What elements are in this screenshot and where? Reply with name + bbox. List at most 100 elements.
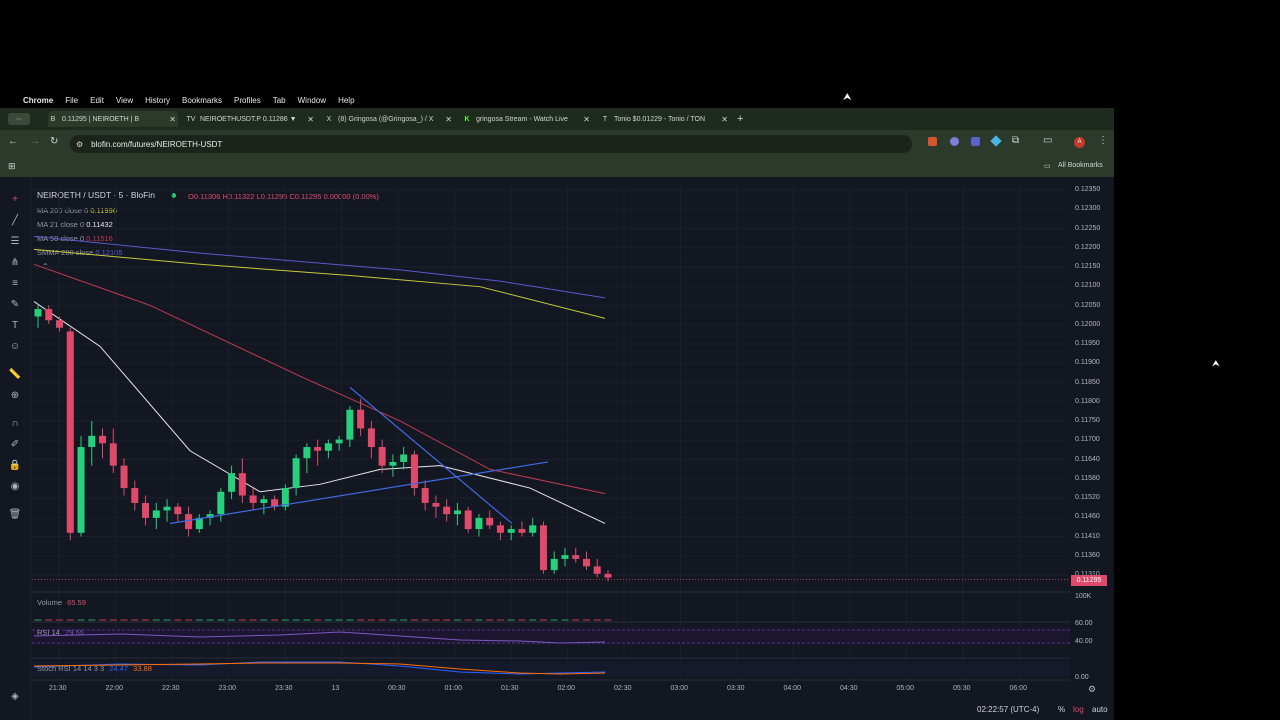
menu-file[interactable]: File [65,95,79,105]
menu-window[interactable]: Window [297,95,327,105]
indicator-ma21[interactable]: MA 21 close 0 0.11432 [37,220,113,229]
price-tick-label: 0.12200 [1075,243,1101,251]
volume-bar [120,619,128,621]
chrome-menu-icon[interactable]: ⋮ [1098,135,1108,146]
tab-group-icon[interactable]: ⋯ [8,113,30,125]
ohlc-high: H0.11322 [222,192,255,201]
volume-bar [572,619,580,621]
extension-icon[interactable] [971,137,980,146]
tab-x-gringosa[interactable]: X (8) Gringosa (@Gringosa_) / X ✕ [324,111,454,127]
drawing-toolbar: + ╱ ☰ ⋔ ≡ ✎ T ☺ 📏 ⊕ ∩ ✐ 🔒 ◉ 🗑 ◈ [0,177,31,720]
crosshair-icon[interactable]: + [12,194,18,205]
candle-body [66,331,74,533]
log-scale-toggle[interactable]: log [1073,705,1084,714]
candle-body [550,558,558,571]
reload-icon[interactable]: ↻ [50,136,59,147]
emoji-icon[interactable]: ☺ [9,341,21,352]
ohlc-close: C0.11295 0.00000 (0.00%) [289,192,379,201]
close-tab-icon[interactable]: ✕ [721,114,728,124]
tab-kick-stream[interactable]: K gringosa Stream - Watch Live ✕ [462,111,592,127]
menu-edit[interactable]: Edit [90,95,104,105]
side-panel-icon[interactable]: ▭ [1043,135,1053,146]
candle-body [346,409,354,440]
rsi-legend[interactable]: RSI 14 29.55 [37,628,84,637]
menu-profiles[interactable]: Profiles [234,95,261,105]
volume-bar [443,619,451,621]
candle-body [572,555,580,559]
volume-bar [109,619,117,621]
volume-bar [217,619,225,621]
trendline-icon[interactable]: ╱ [11,215,19,226]
zoom-icon[interactable]: ⊕ [10,390,20,401]
menu-app-name[interactable]: Chrome [23,95,54,105]
candle-body [432,502,440,507]
fib-icon[interactable]: ≡ [12,278,18,289]
blofin-favicon-icon: B [50,115,56,123]
eye-icon[interactable]: ◉ [10,481,20,492]
profile-avatar[interactable]: A [1074,137,1085,148]
volume-bar [453,619,461,621]
pitchfork-icon[interactable]: ⋔ [10,257,20,268]
volume-bar [432,619,440,621]
stoch-axis-0: 0.00 [1075,674,1089,681]
rsi-axis-40: 40.00 [1075,638,1093,645]
all-bookmarks-link[interactable]: All Bookmarks [1058,162,1103,169]
close-tab-icon[interactable]: ✕ [169,114,176,124]
text-icon[interactable]: T [11,320,19,331]
brush-icon[interactable]: ✎ [10,299,20,310]
layers-icon[interactable]: ◈ [11,691,19,702]
address-bar[interactable]: ⚙ blofin.com/futures/NEIROETH-USDT [70,135,912,153]
stoch-k-value: 24.47 [109,664,129,673]
percent-scale-toggle[interactable]: % [1058,705,1066,714]
candle-body [99,435,107,444]
candle-body [378,447,386,466]
candle-body [142,502,150,518]
close-tab-icon[interactable]: ✕ [583,114,590,124]
extension-icon[interactable] [950,137,959,146]
magnet-icon[interactable]: ∩ [11,418,19,429]
auto-scale-toggle[interactable]: auto [1092,705,1108,714]
indicator-ma50[interactable]: MA 50 close 0 0.11516 [37,234,113,243]
tab-tonio[interactable]: T Tonio $0.01229 - Tonio / TON ✕ [600,111,730,127]
tab-label: NEIROETHUSDT.P 0.11286 ▼ [200,115,297,123]
candle-body [507,529,515,533]
menu-view[interactable]: View [115,95,134,105]
volume-bar [561,619,569,621]
ma50-line [33,263,606,495]
lock-drawing-icon[interactable]: ✐ [10,439,20,450]
menu-bookmarks[interactable]: Bookmarks [182,95,223,105]
volume-legend[interactable]: Volume 65.59 [37,598,86,607]
extensions-puzzle-icon[interactable]: ⧉ [1012,135,1020,146]
candle-body [271,499,279,507]
menu-tab[interactable]: Tab [272,95,286,105]
stoch-rsi-legend[interactable]: Stoch RSI 14 14 3 3 24.47 33.88 [37,664,152,673]
indicator-ma200[interactable]: MA 200 close 0 0.11996 [37,206,117,215]
time-tick-label: 05:30 [953,685,971,692]
horizontal-lines-icon[interactable]: ☰ [10,236,20,247]
lock-icon[interactable]: 🔒 [8,460,22,471]
price-tick-label: 0.12300 [1075,205,1101,213]
menu-help[interactable]: Help [338,95,355,105]
price-tick-label: 0.11750 [1075,417,1100,424]
extension-icon[interactable] [928,137,937,146]
site-info-icon[interactable]: ⚙ [76,139,84,149]
time-tick-label: 23:30 [275,685,293,692]
indicator-name: MA 21 close 0 [37,220,85,229]
symbol-title[interactable]: NEIROETH / USDT · 5 · BloFin [37,190,155,200]
price-tick-label: 0.12050 [1075,301,1101,309]
volume-bar [475,619,483,621]
tab-tradingview[interactable]: TV NEIROETHUSDT.P 0.11286 ▼ ✕ [186,111,316,127]
time-tick-label: 03:30 [727,685,745,692]
trash-icon[interactable]: 🗑 [8,509,22,520]
close-tab-icon[interactable]: ✕ [445,114,452,124]
ruler-icon[interactable]: 📏 [8,369,22,380]
back-arrow-icon[interactable]: ← [8,136,18,147]
forward-arrow-icon[interactable]: → [30,136,40,147]
kick-favicon-icon: K [464,115,470,123]
tab-blofin[interactable]: B 0.11295 | NEIROETH | B ✕ [48,111,178,127]
settings-gear-icon[interactable]: ⚙ [1088,684,1097,694]
close-tab-icon[interactable]: ✕ [307,114,314,124]
new-tab-button[interactable]: + [737,113,744,125]
menu-history[interactable]: History [145,95,171,105]
apps-grid-icon[interactable]: ⊞ [8,161,16,171]
